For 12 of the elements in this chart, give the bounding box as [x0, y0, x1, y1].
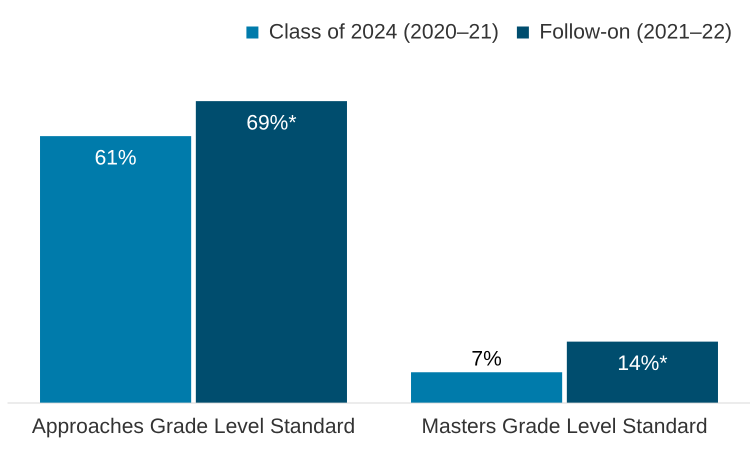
bar [411, 372, 562, 403]
data-label: 69%* [246, 111, 297, 134]
bar [566, 342, 718, 403]
x-tick-label: Approaches Grade Level Standard [32, 415, 356, 438]
bar [40, 136, 192, 403]
bar [196, 101, 347, 403]
legend-label: Follow-on (2021–22) [539, 20, 732, 44]
legend-label: Class of 2024 (2020–21) [268, 20, 499, 44]
data-label: 61% [94, 146, 137, 170]
data-label: 7% [471, 347, 502, 370]
data-label: 14%* [617, 352, 668, 375]
x-tick-label: Masters Grade Level Standard [422, 415, 708, 438]
